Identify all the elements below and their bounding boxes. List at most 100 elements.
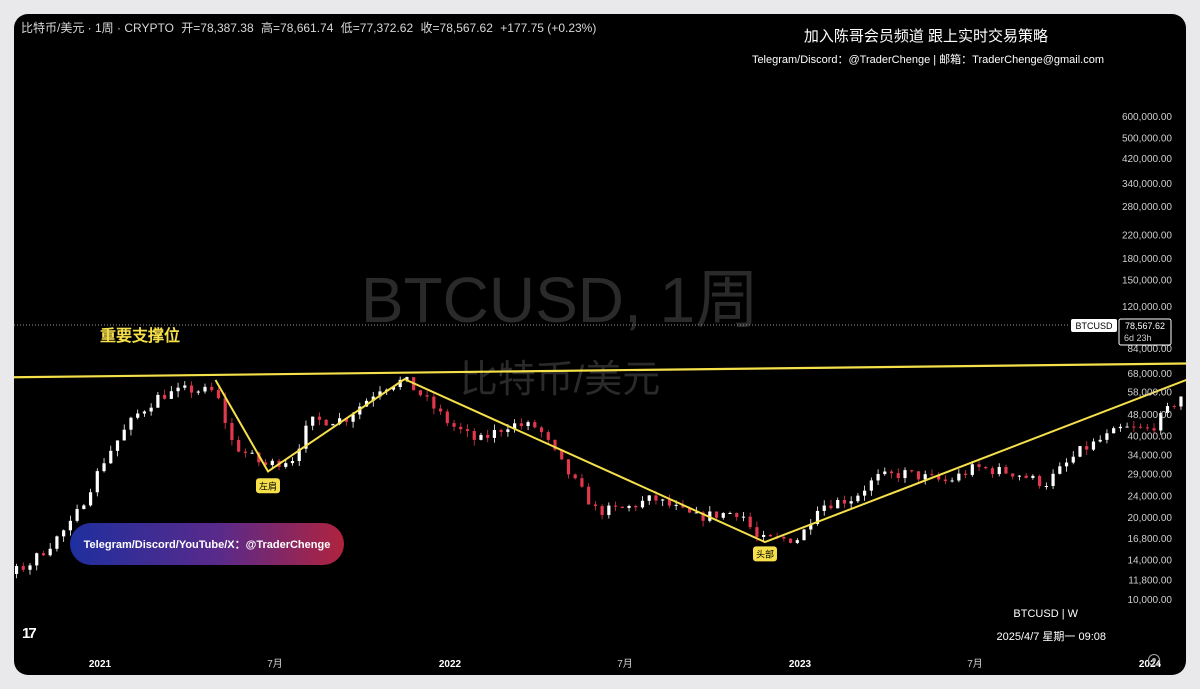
x-tick-label: 7月: [967, 658, 983, 670]
candle-body: [1038, 475, 1042, 487]
y-tick-label: 500,000.00: [1122, 134, 1172, 145]
candle-body: [223, 398, 227, 424]
candle-body: [1091, 441, 1096, 450]
candle-body: [762, 534, 766, 537]
price-axis[interactable]: 600,000.00 500,000.00 420,000.00 340,000.00…: [1122, 112, 1172, 606]
y-tick-label: 340,000.00: [1122, 179, 1172, 190]
candle-body: [1071, 456, 1075, 463]
candle-body: [136, 413, 140, 418]
candle-body: [338, 418, 342, 425]
candle-body: [82, 505, 86, 510]
pattern-label: 左肩: [259, 480, 277, 491]
open-value: 开=78,387.38: [181, 21, 254, 35]
candle-body: [856, 495, 860, 502]
candle-body: [109, 450, 113, 464]
candle-body: [970, 464, 974, 475]
candle-body: [533, 422, 537, 428]
candle-body: [701, 512, 705, 521]
candle-body: [876, 474, 880, 481]
candle-body: [1172, 406, 1176, 408]
candle-body: [728, 513, 732, 515]
candle-body: [1145, 427, 1149, 429]
support-label: 重要支撑位: [100, 326, 180, 345]
candle-body: [809, 523, 813, 530]
y-tick-label: 600,000.00: [1122, 112, 1172, 123]
candle-body: [499, 430, 503, 432]
candle-body: [836, 500, 840, 509]
candle-body: [923, 474, 927, 480]
symbol-line[interactable]: 比特币/美元 · 1周 · CRYPTO: [21, 21, 174, 35]
btcusd-chart[interactable]: BTCUSD, 1周 比特币/美元 重要支撑位左肩头部右肩 600,000.00…: [14, 14, 1186, 675]
y-tick-label: 420,000.00: [1122, 154, 1172, 165]
candle-body: [755, 527, 759, 537]
x-tick-label: 2021: [89, 659, 112, 670]
candle-body: [984, 466, 988, 469]
candle-body: [1044, 486, 1048, 488]
candle-body: [156, 394, 160, 408]
candle-body: [492, 430, 497, 438]
candles-layer: [14, 376, 1183, 579]
candle-body: [452, 423, 456, 427]
candle-body: [115, 440, 120, 451]
candle-body: [371, 396, 375, 401]
candle-body: [883, 471, 887, 475]
candle-body: [237, 440, 241, 452]
candle-body: [418, 390, 422, 396]
candle-body: [432, 396, 436, 409]
candle-body: [1064, 462, 1069, 467]
candle-body: [1105, 433, 1109, 440]
candle-body: [930, 474, 934, 476]
candle-body: [129, 417, 133, 430]
candle-body: [263, 462, 268, 466]
candle-body: [68, 520, 72, 531]
candle-body: [142, 411, 147, 414]
candle-body: [149, 407, 153, 412]
candle-body: [1011, 473, 1015, 477]
candle-body: [28, 565, 32, 570]
candle-body: [1138, 426, 1143, 428]
candle-body: [75, 509, 79, 521]
y-tick-label: 20,000.00: [1128, 513, 1173, 524]
candle-body: [1098, 439, 1102, 442]
settings-gear-icon[interactable]: [1148, 654, 1160, 666]
candle-body: [714, 511, 719, 518]
candle-body: [176, 387, 180, 392]
candle-body: [553, 439, 557, 450]
candle-body: [398, 379, 402, 388]
candle-body: [48, 548, 52, 556]
candle-body: [210, 386, 214, 391]
candle-body: [1078, 446, 1082, 457]
y-tick-label: 150,000.00: [1122, 276, 1172, 287]
x-tick-label: 7月: [617, 658, 633, 670]
x-tick-label: 2023: [789, 659, 812, 670]
candle-body: [169, 391, 173, 399]
candle-body: [1132, 426, 1136, 428]
candle-body: [257, 452, 261, 463]
candle-body: [889, 471, 894, 474]
candle-body: [768, 534, 772, 537]
time-axis[interactable]: 7月20217月20227月20237月20247月20257月2026: [14, 658, 1186, 670]
candle-body: [378, 391, 382, 397]
high-value: 高=78,661.74: [261, 21, 334, 35]
candle-body: [230, 423, 234, 441]
support-line: [14, 362, 1186, 379]
candle-body: [802, 529, 806, 541]
tradingview-logo-icon[interactable]: 17: [22, 625, 37, 642]
candle-body: [546, 432, 550, 440]
pattern-layer: 重要支撑位左肩头部右肩: [14, 326, 1186, 562]
candle-body: [1159, 412, 1163, 431]
candle-body: [1152, 428, 1156, 431]
candle-body: [183, 385, 187, 388]
candle-body: [196, 391, 200, 393]
candle-body: [1118, 426, 1122, 429]
candle-body: [1051, 473, 1055, 487]
candle-body: [560, 449, 564, 460]
footer-symbol: BTCUSD | W: [1013, 608, 1078, 620]
candle-body: [694, 512, 698, 514]
candle-body: [331, 424, 335, 426]
candle-body: [290, 461, 295, 464]
candle-body: [297, 448, 301, 462]
candle-body: [479, 434, 483, 440]
candle-body: [634, 506, 638, 508]
candle-body: [344, 418, 348, 422]
